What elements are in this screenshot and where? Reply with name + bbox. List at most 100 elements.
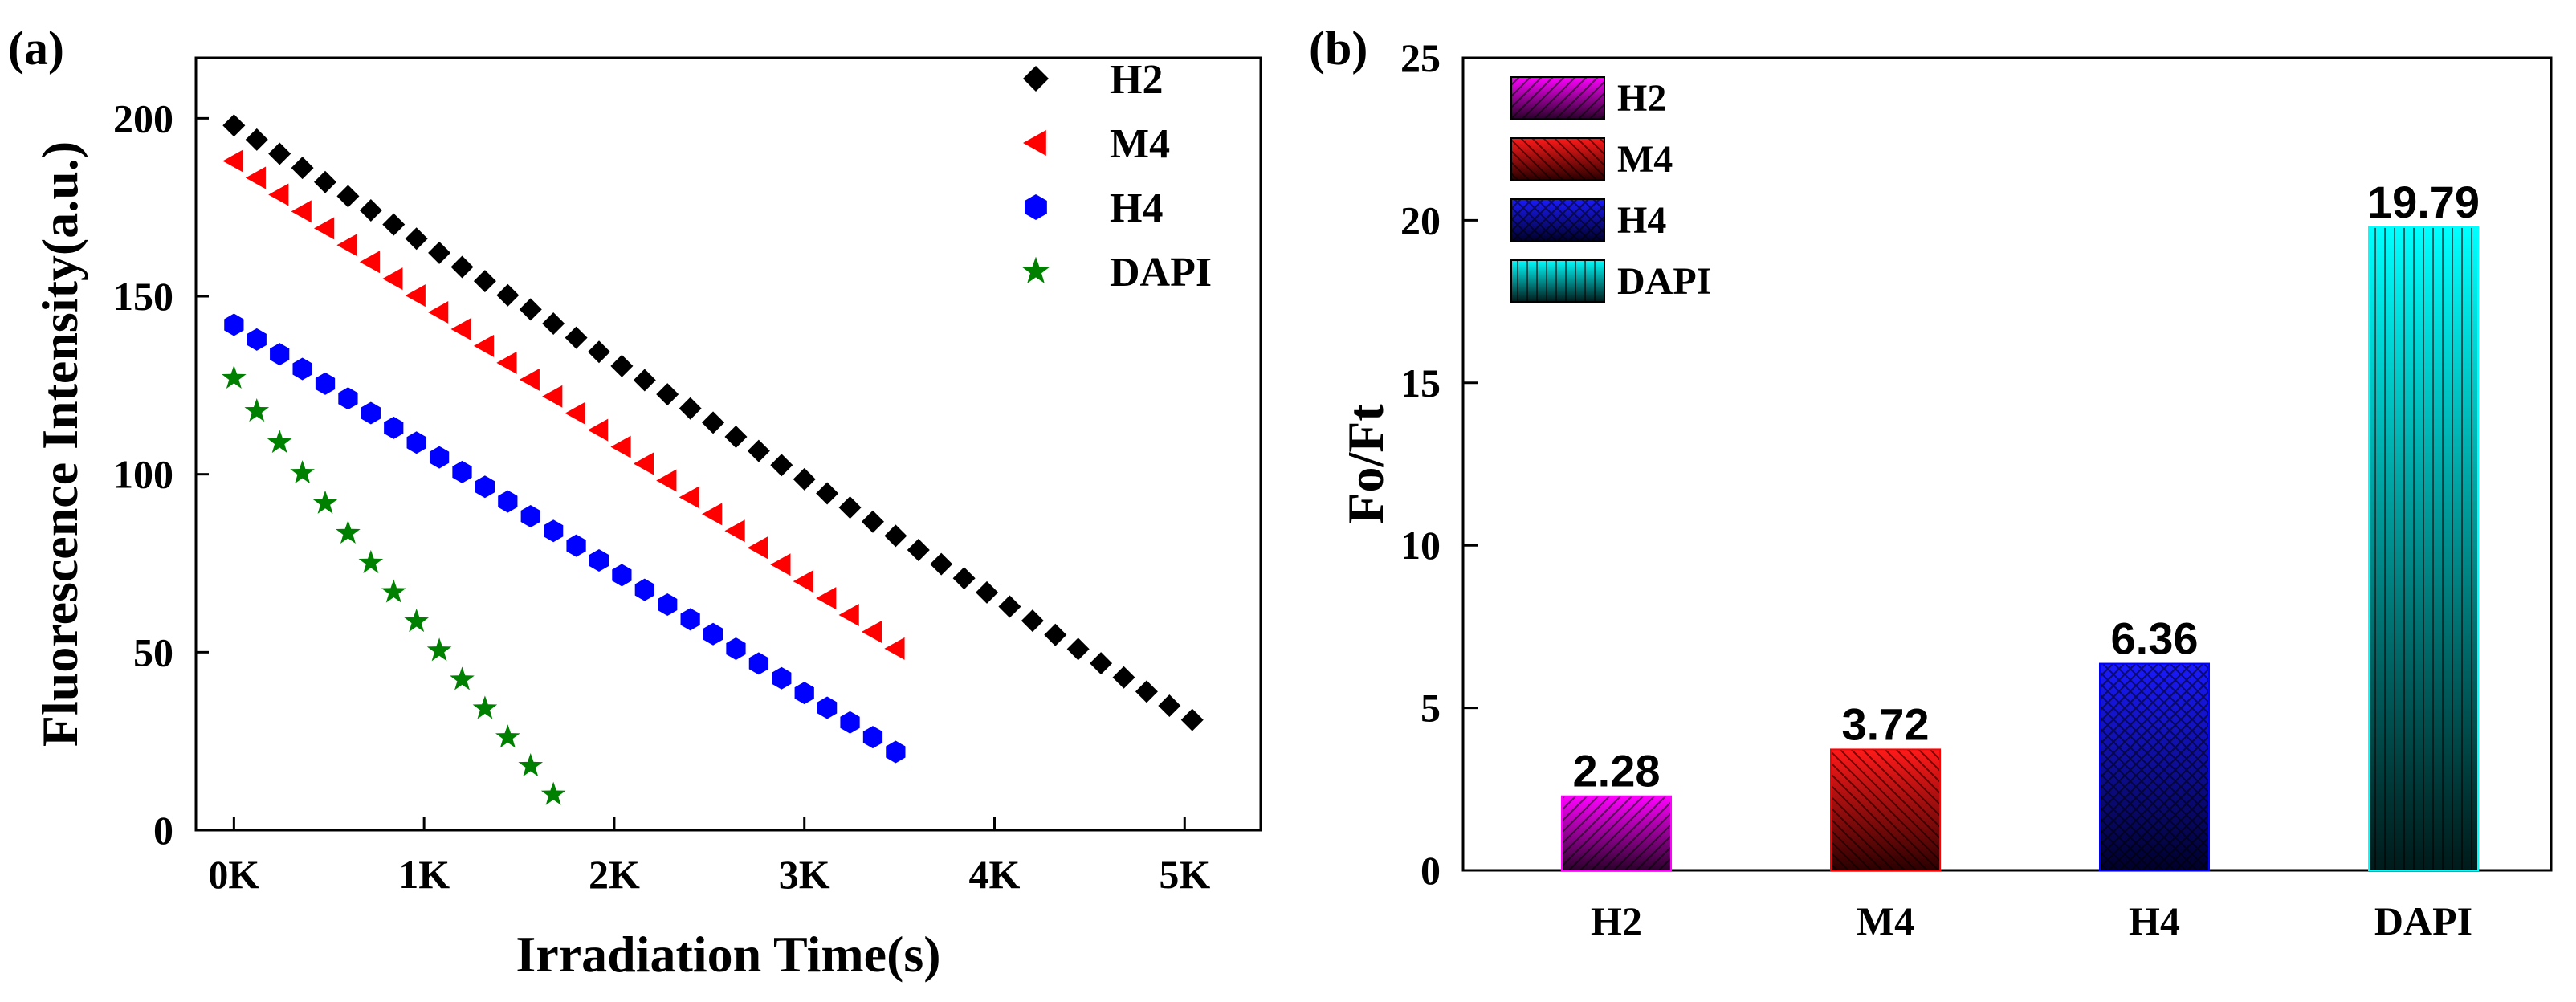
y-tick-label: 150 (113, 274, 173, 319)
data-point-h2 (610, 354, 634, 377)
y-tick-label: 25 (1400, 35, 1441, 80)
data-point-m4 (473, 334, 495, 357)
data-point-h4 (703, 622, 723, 646)
data-point-h4 (840, 711, 860, 734)
bar-value-label: 2.28 (1573, 746, 1661, 796)
data-point-h2 (382, 213, 406, 236)
data-point-h4 (817, 696, 838, 719)
data-point-dapi (472, 695, 498, 719)
y-tick-label: 15 (1400, 360, 1441, 405)
data-point-h4 (726, 637, 746, 661)
data-point-m4 (724, 519, 745, 543)
x-tick-label: 0K (208, 852, 259, 897)
legend-swatch-pattern (1510, 198, 1605, 242)
data-point-h2 (565, 326, 588, 349)
data-point-dapi (244, 398, 270, 422)
series-m4 (222, 149, 905, 660)
data-point-h2 (222, 114, 246, 137)
data-point-m4 (496, 351, 517, 374)
series-dapi (222, 365, 566, 805)
data-point-h2 (1021, 609, 1044, 633)
data-point-m4 (542, 385, 563, 408)
data-point-dapi (290, 460, 315, 484)
data-point-dapi (336, 519, 361, 544)
data-point-dapi (381, 579, 406, 603)
bar-m4: 3.72 (1830, 699, 1941, 872)
data-point-h2 (519, 298, 542, 321)
data-point-m4 (770, 553, 791, 576)
y-tick-label: 10 (1400, 523, 1441, 568)
data-point-dapi (540, 781, 566, 805)
data-point-h2 (336, 185, 360, 208)
x-tick-label: 3K (779, 852, 830, 897)
data-point-m4 (336, 234, 357, 257)
data-point-dapi (518, 752, 544, 777)
data-point-h2 (656, 383, 679, 406)
data-point-h2 (428, 241, 451, 264)
panel-a-label: (a) (8, 22, 64, 75)
data-point-h4 (589, 548, 609, 572)
legend-label: H2 (1617, 77, 1666, 120)
bar-outline (2368, 226, 2479, 871)
series-h4 (224, 313, 906, 764)
bar-value-label: 6.36 (2111, 613, 2199, 664)
data-point-dapi (312, 490, 338, 514)
data-point-h4 (292, 357, 312, 381)
bar-pattern (2100, 663, 2209, 870)
data-point-m4 (679, 486, 699, 509)
data-point-h2 (633, 369, 656, 392)
bar-pattern (2369, 226, 2478, 871)
legend-item-dapi: DAPI (1510, 259, 1711, 303)
data-point-m4 (519, 368, 540, 391)
data-point-m4 (565, 401, 585, 425)
legend-label: DAPI (1110, 250, 1212, 295)
data-point-dapi (450, 666, 475, 690)
data-point-m4 (291, 200, 312, 223)
legend-item-h2: H2 (1023, 57, 1163, 103)
data-point-dapi (404, 608, 429, 633)
data-point-h2 (1180, 708, 1204, 731)
data-point-h4 (452, 460, 472, 483)
data-point-h2 (793, 467, 816, 491)
data-point-m4 (382, 267, 403, 291)
data-point-m4 (656, 469, 677, 492)
data-point-h2 (473, 270, 496, 293)
data-point-m4 (610, 435, 631, 458)
y-tick-label: 50 (133, 629, 173, 674)
data-point-h2 (1090, 652, 1113, 675)
data-point-h4 (862, 726, 883, 749)
x-tick-label: H4 (2129, 898, 2180, 943)
data-point-h4 (247, 328, 267, 351)
data-point-m4 (245, 166, 266, 189)
bar-pattern (1562, 796, 1671, 870)
data-point-dapi (495, 724, 520, 748)
x-tick-label: 2K (589, 852, 640, 897)
data-point-h4 (406, 431, 426, 454)
y-tick-label: 100 (113, 452, 173, 497)
data-point-dapi (267, 429, 292, 454)
x-tick-label: M4 (1857, 898, 1914, 943)
data-point-dapi (358, 549, 384, 573)
panel-b-y-axis-title: Fo/Ft (1337, 404, 1394, 524)
panel-b-plot-frame (1461, 56, 2553, 872)
bar-outline (1830, 748, 1941, 872)
data-point-h4 (498, 490, 518, 513)
data-point-h2 (838, 496, 862, 519)
data-point-h2 (998, 595, 1021, 618)
data-point-h4 (634, 578, 654, 601)
data-point-h2 (405, 227, 428, 250)
data-point-m4 (861, 620, 882, 643)
legend-label: M4 (1110, 121, 1170, 167)
legend-swatch-pattern (1510, 259, 1605, 303)
data-point-dapi (426, 637, 452, 662)
data-point-h2 (770, 454, 793, 477)
data-point-h2 (747, 439, 770, 462)
data-point-m4 (450, 317, 471, 340)
legend-marker-h4 (1025, 194, 1047, 220)
data-point-h4 (224, 313, 244, 336)
data-point-m4 (793, 570, 813, 593)
y-tick-label: 200 (113, 96, 173, 141)
data-point-m4 (838, 604, 859, 627)
legend-label: DAPI (1617, 260, 1711, 303)
